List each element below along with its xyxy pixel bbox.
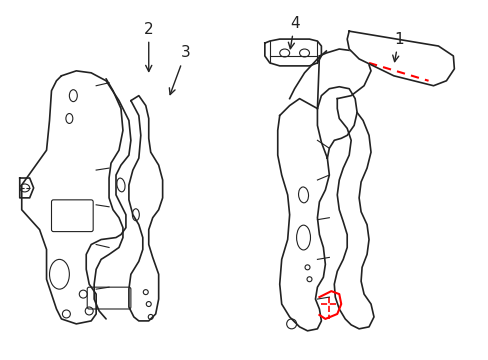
Text: 2: 2	[143, 22, 153, 72]
Text: 4: 4	[288, 16, 299, 49]
Text: 1: 1	[392, 32, 403, 62]
Polygon shape	[346, 31, 453, 86]
Text: 3: 3	[169, 45, 190, 95]
